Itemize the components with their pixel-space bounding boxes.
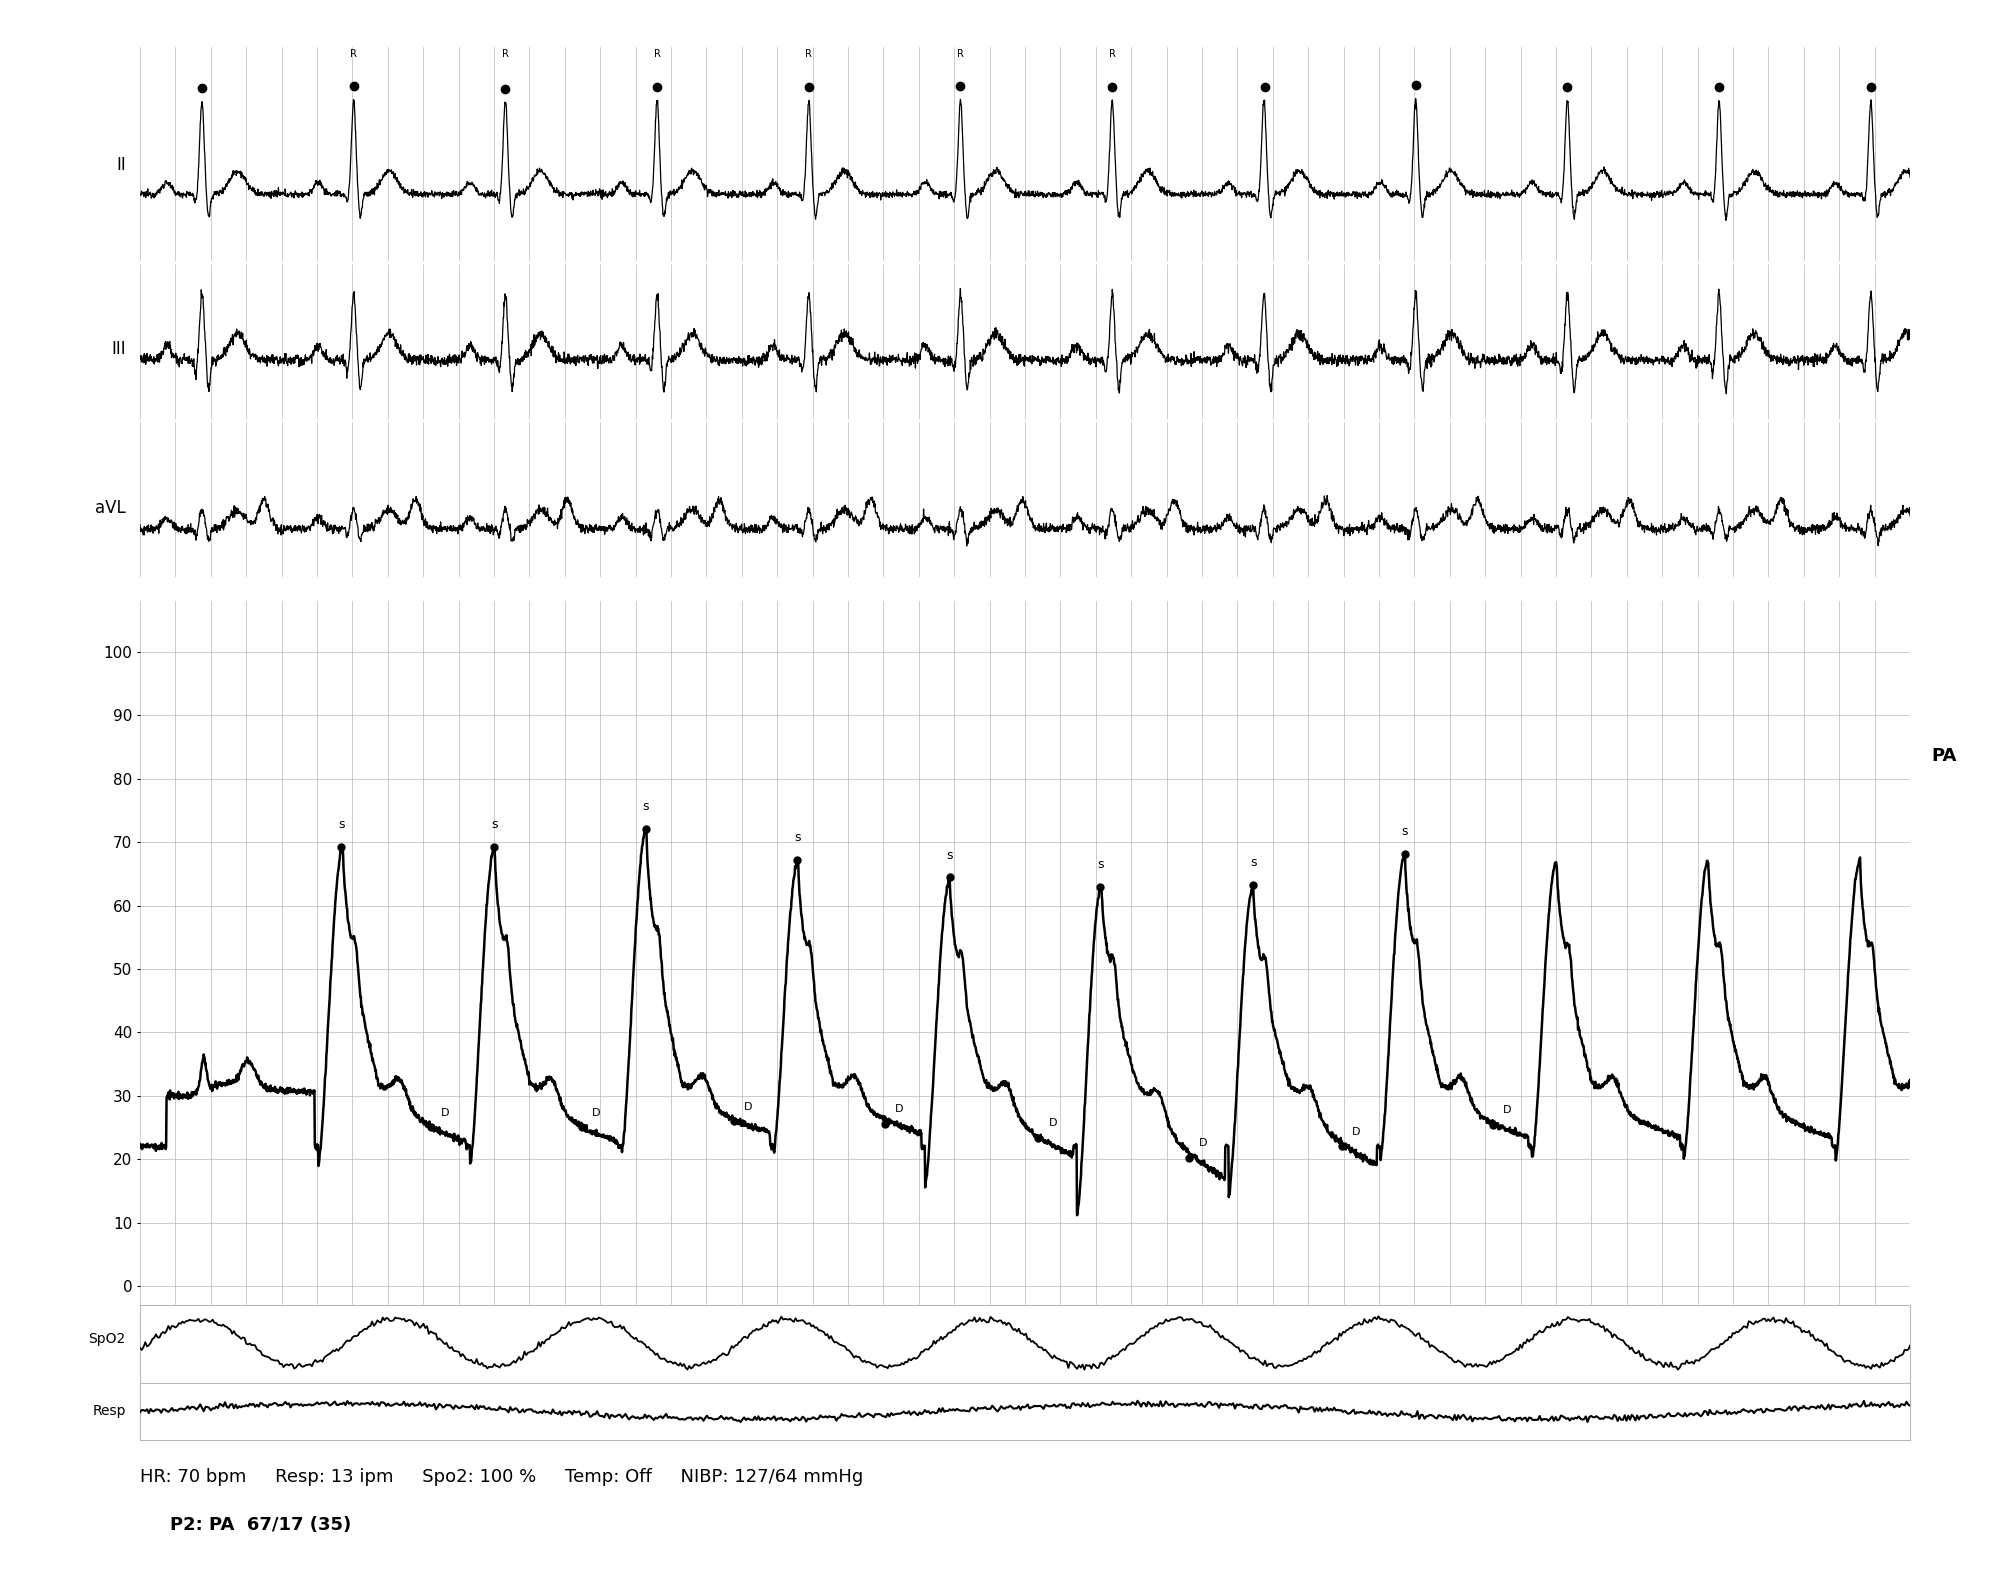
Text: D: D bbox=[896, 1104, 904, 1114]
Text: R: R bbox=[654, 49, 660, 60]
Text: D: D bbox=[1352, 1126, 1360, 1137]
Text: s: s bbox=[946, 848, 952, 862]
Text: D: D bbox=[1048, 1118, 1056, 1128]
Text: PA: PA bbox=[1932, 747, 1956, 766]
Text: D: D bbox=[592, 1107, 600, 1117]
Text: R: R bbox=[1108, 49, 1116, 60]
Text: R: R bbox=[350, 49, 358, 60]
Text: HR: 70 bpm     Resp: 13 ipm     Spo2: 100 %     Temp: Off     NIBP: 127/64 mmHg: HR: 70 bpm Resp: 13 ipm Spo2: 100 % Temp… bbox=[140, 1468, 864, 1485]
Text: P2: PA  67/17 (35): P2: PA 67/17 (35) bbox=[170, 1516, 352, 1533]
Text: s: s bbox=[490, 818, 498, 832]
Text: s: s bbox=[642, 800, 650, 813]
Text: III: III bbox=[112, 340, 126, 359]
Text: s: s bbox=[1098, 857, 1104, 870]
Text: D: D bbox=[442, 1107, 450, 1118]
Text: s: s bbox=[338, 818, 344, 831]
Text: D: D bbox=[1200, 1137, 1208, 1149]
Text: s: s bbox=[1402, 824, 1408, 838]
Text: SpO2: SpO2 bbox=[88, 1332, 126, 1346]
Text: II: II bbox=[116, 157, 126, 174]
Text: Resp: Resp bbox=[92, 1405, 126, 1419]
Text: s: s bbox=[794, 831, 800, 843]
Text: R: R bbox=[502, 49, 508, 60]
Text: R: R bbox=[958, 49, 964, 60]
Text: D: D bbox=[744, 1103, 752, 1112]
Text: aVL: aVL bbox=[96, 498, 126, 517]
Text: s: s bbox=[1250, 856, 1256, 869]
Text: D: D bbox=[1502, 1106, 1512, 1115]
Text: R: R bbox=[806, 49, 812, 60]
